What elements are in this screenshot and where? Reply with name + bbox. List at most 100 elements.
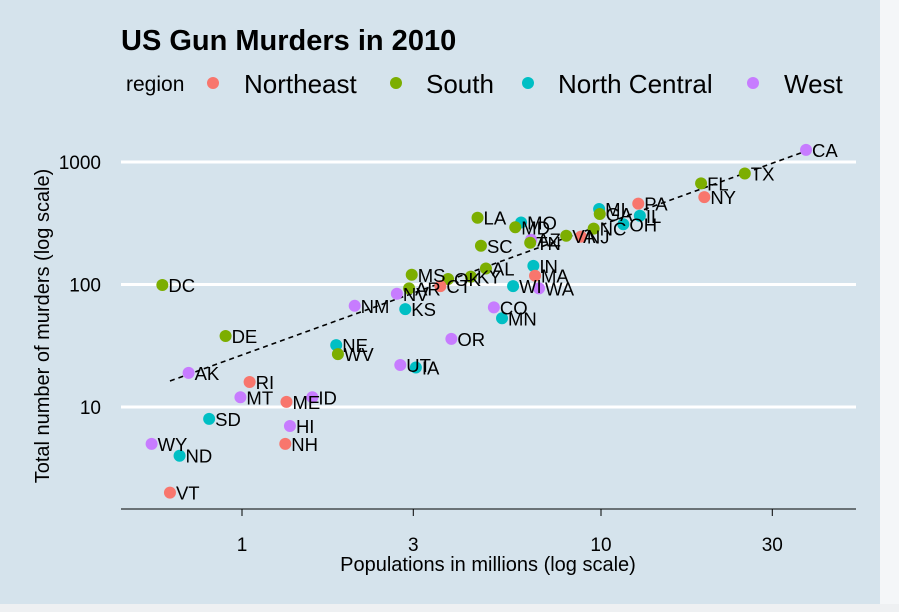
point-label-ky: KY [477,267,502,288]
scatter-chart: US Gun Murders in 2010 region Northeast S… [32,25,856,576]
point-wv [331,348,344,361]
point-nm [348,299,361,312]
point-hi [283,419,296,432]
x-tick-label-30: 30 [762,535,783,556]
point-vt [163,486,176,499]
point-label-al: AL [492,259,515,280]
point-label-mo: MO [527,212,557,233]
point-label-ks: KS [411,299,436,320]
point-label-ms: MS [418,265,446,286]
point-label-nv: NV [403,284,429,305]
point-label-wv: WV [344,344,374,365]
point-oh [617,218,630,231]
point-label-nc: NC [600,219,627,240]
point-ma [529,269,542,282]
point-mt [234,391,247,404]
point-label-mi: MI [605,199,626,220]
point-label-co: CO [500,297,528,318]
point-md [509,221,522,234]
point-ks [399,303,412,316]
legend-marker-northeast [207,77,219,89]
point-label-ar: AR [415,278,441,299]
point-dc [156,279,169,292]
y-tick-label-100: 100 [69,276,101,297]
gridlines [121,160,856,409]
point-label-hi: HI [296,416,315,437]
point-fl [695,177,708,190]
window-edge-right [880,0,899,604]
point-label-ca: CA [812,140,838,161]
point-ny [698,191,711,204]
point-label-vt: VT [176,483,200,504]
y-tick-label-10: 10 [80,398,101,419]
chart-background [0,0,880,604]
point-label-nh: NH [291,434,318,455]
data-points [145,143,813,499]
point-label-ga: GA [606,204,633,225]
x-axis-title: Populations in millions (log scale) [340,554,636,576]
point-label-de: DE [232,326,258,347]
point-wy [145,437,158,450]
point-label-az: AZ [537,230,561,251]
point-ar [403,282,416,295]
point-label-wy: WY [158,434,188,455]
point-label-wa: WA [545,278,575,299]
point-label-ut: UT [406,355,431,376]
point-pa [632,197,645,210]
point-nj [574,230,587,243]
point-in [527,259,540,272]
legend-marker-north-central [522,77,534,89]
point-sd [203,412,216,425]
point-tn [524,236,537,249]
point-or [445,332,458,345]
point-ak [182,366,195,379]
point-label-ma: MA [541,266,569,287]
point-ms [405,268,418,281]
point-label-mt: MT [246,387,273,408]
point-label-ny: NY [710,187,736,208]
legend-label-north-central: North Central [558,69,713,99]
point-al [479,262,492,275]
legend-marker-south [390,77,402,89]
point-label-ak: AK [195,363,220,384]
point-me [280,395,293,408]
point-mn [496,312,509,325]
point-label-ne: NE [342,335,368,356]
legend-label-west: West [784,69,844,99]
legend-label-south: South [426,69,494,99]
point-il [633,209,646,222]
point-label-fl: FL [707,173,729,194]
point-label-oh: OH [629,214,657,235]
point-label-nd: ND [186,446,213,467]
point-label-dc: DC [168,275,195,296]
point-label-mn: MN [508,308,537,329]
point-label-me: ME [292,392,320,413]
legend: region Northeast South North Central West [126,69,844,99]
point-co [487,301,500,314]
y-axis-ticks: 10 100 1000 [59,153,101,419]
point-label-pa: PA [644,194,668,215]
point-de [219,329,232,342]
point-label-ri: RI [256,372,275,393]
point-label-tn: TN [536,233,561,254]
y-axis-title: Total number of murders (log scale) [32,169,54,484]
y-tick-label-1000: 1000 [59,153,101,174]
point-nv [390,287,403,300]
point-ri [243,375,256,388]
point-sc [474,239,487,252]
point-ca [800,143,813,156]
point-nh [279,437,292,450]
point-label-sc: SC [487,236,513,257]
point-va [560,229,573,242]
point-label-tx: TX [751,164,775,185]
point-ky [464,270,477,283]
point-label-nj: NJ [587,227,610,248]
point-label-ia: IA [422,358,440,379]
point-la [471,211,484,224]
x-axis-ticks: 1 3 10 30 [237,509,783,556]
point-ne [330,339,343,352]
point-label-il: IL [646,206,661,227]
x-tick-label-3: 3 [408,535,419,556]
point-label-in: IN [539,256,558,277]
